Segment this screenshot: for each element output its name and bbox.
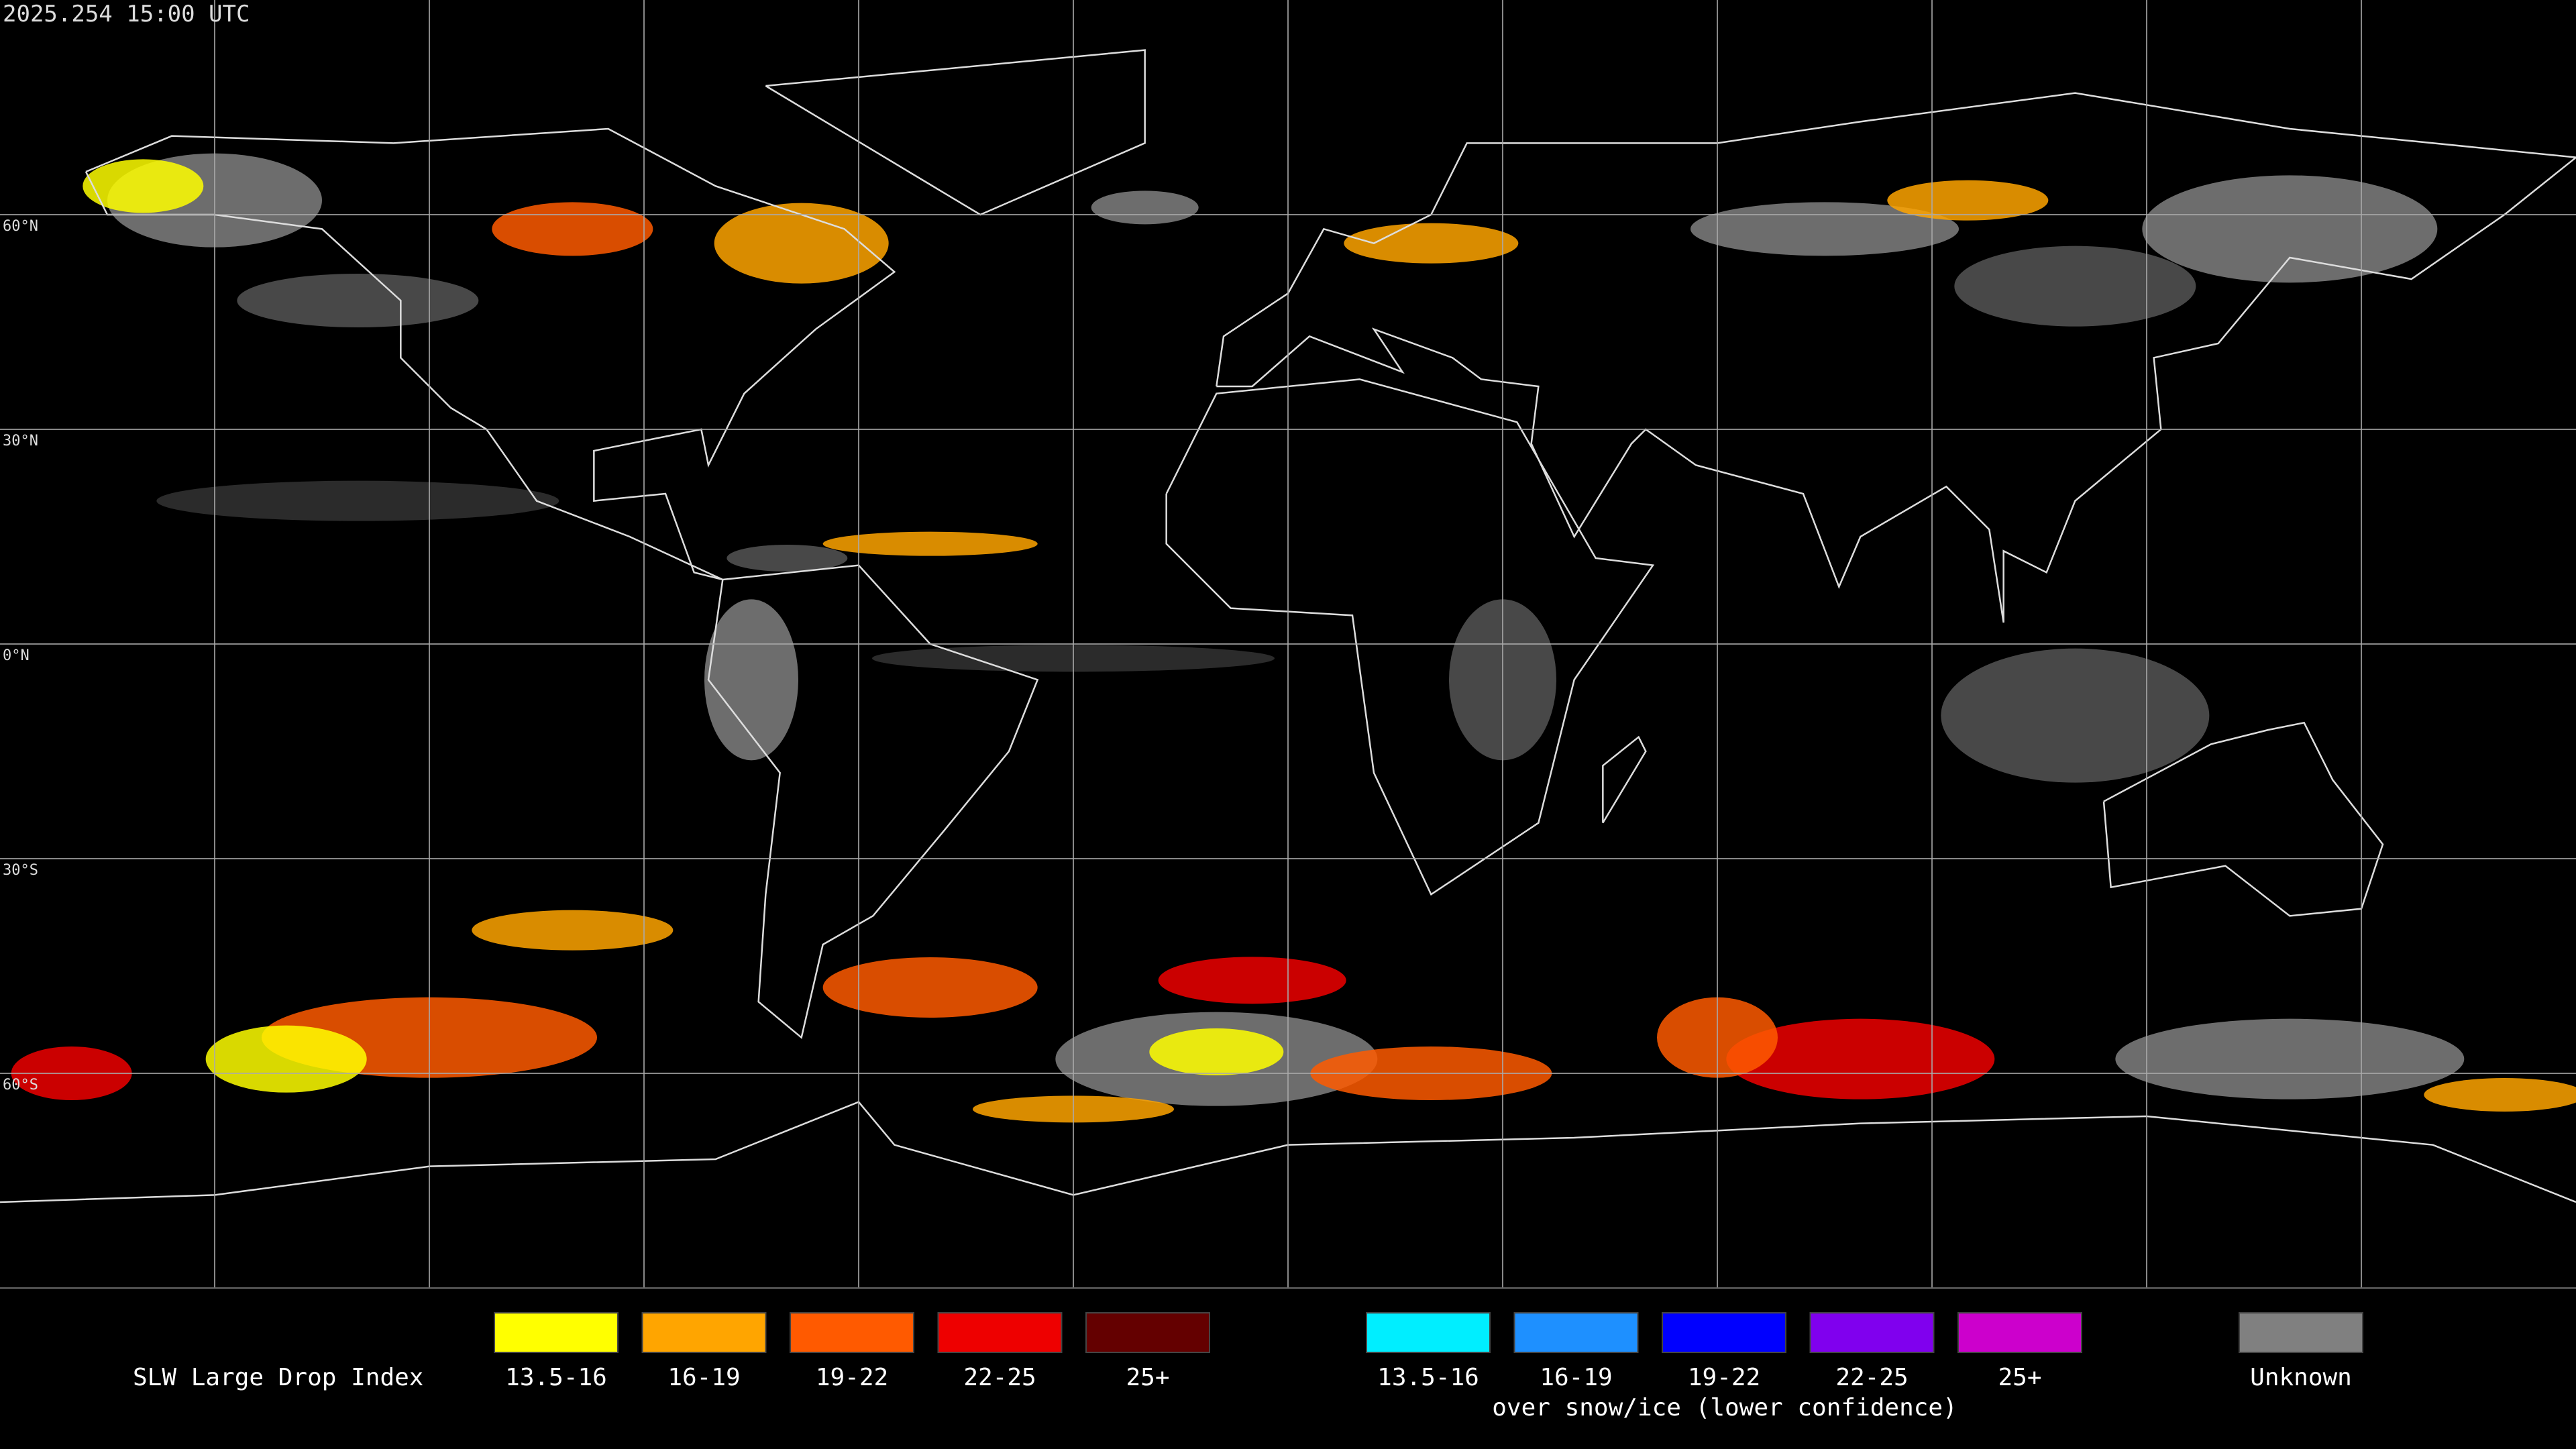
legend-swatch xyxy=(1957,1312,2082,1353)
legend-label: 25+ xyxy=(1126,1364,1169,1391)
coastline xyxy=(1165,378,1655,896)
cloud-patch xyxy=(1690,202,1959,256)
cloud-patch xyxy=(472,910,674,951)
cloud-patch xyxy=(2424,1078,2576,1112)
legend-label: 25+ xyxy=(1998,1364,2041,1391)
coastline xyxy=(2102,721,2384,917)
legend-label: 16-19 xyxy=(1540,1364,1612,1391)
legend-label: 19-22 xyxy=(816,1364,888,1391)
coastline xyxy=(1216,92,2576,623)
legend-swatch xyxy=(790,1312,914,1353)
coastline xyxy=(85,127,896,581)
legend-label: 16-19 xyxy=(667,1364,740,1391)
snow-note: over snow/ice (lower confidence) xyxy=(1492,1394,1957,1421)
latitude-label: 30°N xyxy=(3,433,38,449)
latitude-label: 60°S xyxy=(3,1077,38,1093)
latitude-label: 0°N xyxy=(3,647,30,664)
legend-swatch xyxy=(641,1312,767,1353)
latitude-label: 60°N xyxy=(3,218,38,235)
cloud-patches xyxy=(11,153,2576,1123)
coastline xyxy=(1602,735,1647,824)
coastline xyxy=(707,564,1039,1039)
coastline xyxy=(765,49,1146,216)
legend-swatch xyxy=(1085,1312,1210,1353)
legend-label: 19-22 xyxy=(1688,1364,1760,1391)
cloud-patch xyxy=(492,202,653,256)
legend-title: SLW Large Drop Index xyxy=(133,1364,423,1391)
legend-label: 13.5-16 xyxy=(1377,1364,1479,1391)
legend-label: 13.5-16 xyxy=(505,1364,607,1391)
cloud-patch xyxy=(1091,191,1199,225)
legend: SLW Large Drop Index over snow/ice (lowe… xyxy=(133,1312,2363,1421)
cloud-patch xyxy=(1344,223,1519,264)
cloud-patch xyxy=(1954,246,2196,327)
cloud-patch xyxy=(822,531,1038,556)
graticule: 60°N 30°N 0°N 30°S 60°S xyxy=(0,0,2576,1288)
legend-label: 22-25 xyxy=(1835,1364,1908,1391)
cloud-patch xyxy=(714,203,889,284)
cloud-patch xyxy=(237,274,479,327)
cloud-patch xyxy=(2142,175,2438,283)
latitude-label: 30°S xyxy=(3,862,38,879)
cloud-patch xyxy=(1726,1018,1995,1099)
legend-swatch xyxy=(1513,1312,1639,1353)
cloud-patch xyxy=(83,159,204,213)
cloud-patch xyxy=(1158,957,1346,1004)
cloud-patch xyxy=(822,957,1038,1018)
timestamp: 2025.254 15:00 UTC xyxy=(3,1,250,28)
legend-swatch xyxy=(1809,1312,1935,1353)
legend-swatch xyxy=(494,1312,619,1353)
legend-label: 22-25 xyxy=(963,1364,1036,1391)
legend-swatch xyxy=(2239,1312,2363,1353)
cloud-patch xyxy=(1887,180,2049,221)
legend-swatch xyxy=(1366,1312,1491,1353)
cloud-patch xyxy=(704,599,798,761)
legend-swatch xyxy=(1662,1312,1786,1353)
cloud-patch xyxy=(156,480,559,521)
cloud-patch xyxy=(1941,648,2210,783)
cloud-patch xyxy=(205,1025,367,1093)
cloud-patch xyxy=(727,545,848,572)
legend-swatch xyxy=(937,1312,1063,1353)
legend-label: Unknown xyxy=(2250,1364,2352,1391)
cloud-patch xyxy=(1149,1028,1284,1075)
cloud-patch xyxy=(2115,1018,2465,1099)
